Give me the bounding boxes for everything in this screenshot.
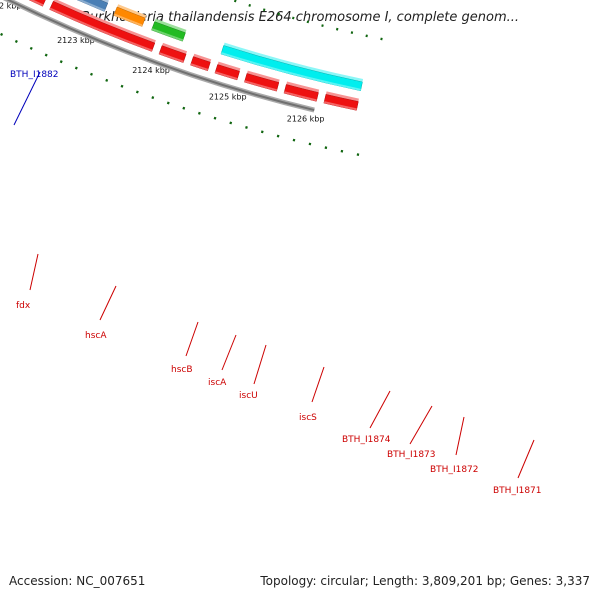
scale-ruler: 2126 kbp 2125 kbp 2124 kbp 2123 kbp 2122 kbp… <box>0 0 383 156</box>
gene-label: BTH_I1874 <box>342 435 391 445</box>
callout-line <box>29 253 39 291</box>
inner-scale-tick <box>335 27 339 31</box>
scale-label: 2126 kbp <box>287 114 325 123</box>
scale-minor-tick <box>29 46 33 50</box>
gene-label: hscA <box>85 331 107 341</box>
scale-minor-tick <box>197 111 201 115</box>
scale-minor-tick <box>74 66 78 70</box>
inner-scale-tick <box>233 0 237 3</box>
scale-minor-tick <box>213 116 217 120</box>
gene-iscs-highlight <box>77 0 106 12</box>
scale-minor-tick <box>44 53 48 57</box>
inner-scale-tick <box>277 12 280 16</box>
scale-minor-tick <box>166 101 170 105</box>
callout-line <box>517 439 535 479</box>
gene-label: BTH_I1882 <box>10 70 59 80</box>
scale-minor-tick <box>151 96 155 100</box>
callout-line <box>369 390 391 429</box>
gene-label: hscB <box>171 365 193 375</box>
callout-line <box>13 71 41 126</box>
cds-red-7-highlight <box>29 0 44 7</box>
scale-label: 2123 kbp <box>57 36 95 45</box>
map-title: Burkholderia thailandensis E264 chromoso… <box>80 10 520 25</box>
callout-line <box>409 405 433 445</box>
gene-label: iscS <box>299 413 317 423</box>
scale-minor-tick <box>292 138 296 142</box>
scale-minor-tick <box>276 134 280 138</box>
scale-label: 2124 kbp <box>132 66 170 75</box>
gene-label: fdx <box>16 301 31 311</box>
scale-minor-tick <box>59 60 63 64</box>
gene-bth-i1874-highlight <box>113 13 143 27</box>
callout-line <box>311 366 325 403</box>
accession-text: Accession: NC_007651 <box>9 574 146 588</box>
inner-scale-tick <box>350 31 354 34</box>
backbone-core <box>6 0 315 112</box>
callout-line <box>455 416 465 456</box>
scale-minor-tick <box>90 72 93 76</box>
inner-scale-tick <box>248 3 252 7</box>
scale-label: 2125 kbp <box>209 92 247 101</box>
inner-scale-tick <box>365 34 368 38</box>
scale-minor-tick <box>182 106 186 110</box>
cds-red-5-highlight <box>158 52 184 63</box>
cds-red-2-highlight <box>244 80 278 92</box>
scale-minor-tick <box>135 90 139 94</box>
scale-minor-tick <box>105 78 109 82</box>
scale-minor-tick <box>120 84 124 88</box>
topology-summary: Topology: circular; Length: 3,809,201 bp… <box>260 574 590 588</box>
cds-red-1-highlight <box>283 91 317 102</box>
inner-scale-tick <box>262 8 266 12</box>
gene-bth-i1873-highlight <box>151 28 184 42</box>
scale-minor-tick <box>324 146 328 150</box>
callout-line <box>221 334 237 371</box>
callout-line <box>99 285 117 321</box>
cds-red-4-highlight <box>190 63 209 71</box>
scale-minor-tick <box>245 126 248 129</box>
callout-line <box>253 344 267 385</box>
gene-bth-i1871-highlight <box>220 52 362 91</box>
cds-red-6-highlight <box>49 7 153 52</box>
chromosome-backbone <box>3 0 315 113</box>
gene-features <box>28 0 364 111</box>
gene-label: BTH_I1871 <box>493 486 542 496</box>
scale-minor-tick <box>260 130 264 134</box>
gene-label: BTH_I1872 <box>430 465 479 475</box>
scale-minor-tick <box>340 149 344 153</box>
inner-scale-tick <box>306 20 310 24</box>
cds-red-3-highlight <box>214 71 238 80</box>
scale-minor-tick <box>308 142 312 146</box>
gene-label: iscU <box>239 391 258 401</box>
scale-minor-tick <box>229 121 233 125</box>
gene-label: iscA <box>208 378 227 388</box>
gene-label: BTH_I1873 <box>387 450 436 460</box>
scale-label: 2122 kbp <box>0 2 21 11</box>
inner-scale-tick <box>291 16 295 20</box>
scale-minor-tick <box>14 39 18 44</box>
cds-red-0-highlight <box>323 101 357 111</box>
callout-line <box>185 321 199 357</box>
inner-scale-tick <box>321 24 324 28</box>
scale-minor-tick <box>0 32 4 37</box>
